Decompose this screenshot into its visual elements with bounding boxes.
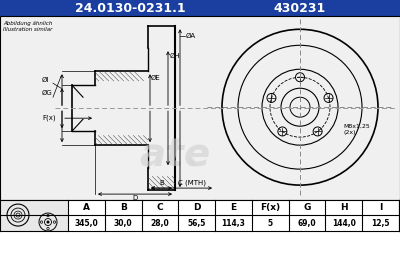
Text: ®: ® xyxy=(186,158,196,168)
Text: I: I xyxy=(379,203,382,212)
Text: ØG: ØG xyxy=(42,90,53,96)
Text: 144,0: 144,0 xyxy=(332,219,356,227)
Text: ate: ate xyxy=(139,136,211,174)
Circle shape xyxy=(46,221,50,223)
Text: 30,0: 30,0 xyxy=(114,219,132,227)
Text: 56,5: 56,5 xyxy=(188,219,206,227)
Text: M8x1,25
(2x): M8x1,25 (2x) xyxy=(343,124,370,135)
Text: F(x): F(x) xyxy=(42,115,56,121)
Text: 345,0: 345,0 xyxy=(74,219,98,227)
Text: B: B xyxy=(120,203,127,212)
Text: 114,3: 114,3 xyxy=(222,219,246,227)
Text: ØI: ØI xyxy=(42,77,49,83)
Text: 28,0: 28,0 xyxy=(150,219,169,227)
Text: Abbildung ähnlich: Abbildung ähnlich xyxy=(3,21,52,26)
Text: A: A xyxy=(83,203,90,212)
Text: E: E xyxy=(230,203,236,212)
Text: G: G xyxy=(303,203,311,212)
Text: C: C xyxy=(157,203,163,212)
Text: 24.0130-0231.1: 24.0130-0231.1 xyxy=(75,2,185,15)
Text: C (MTH): C (MTH) xyxy=(178,180,206,186)
Text: ØA: ØA xyxy=(186,33,196,39)
Text: 12,5: 12,5 xyxy=(371,219,390,227)
Text: 5: 5 xyxy=(268,219,273,227)
Text: ØH: ØH xyxy=(170,53,181,59)
Text: F(x): F(x) xyxy=(260,203,280,212)
Text: Illustration similar: Illustration similar xyxy=(3,27,52,32)
Bar xyxy=(0,16,400,200)
Bar xyxy=(0,200,68,231)
Bar xyxy=(0,0,400,16)
Text: D: D xyxy=(193,203,200,212)
Text: 430231: 430231 xyxy=(274,2,326,15)
Text: 69,0: 69,0 xyxy=(298,219,316,227)
Text: D: D xyxy=(132,195,138,201)
Text: ØE: ØE xyxy=(151,75,161,81)
Bar xyxy=(0,200,400,231)
Text: H: H xyxy=(340,203,348,212)
Text: B: B xyxy=(159,180,164,186)
